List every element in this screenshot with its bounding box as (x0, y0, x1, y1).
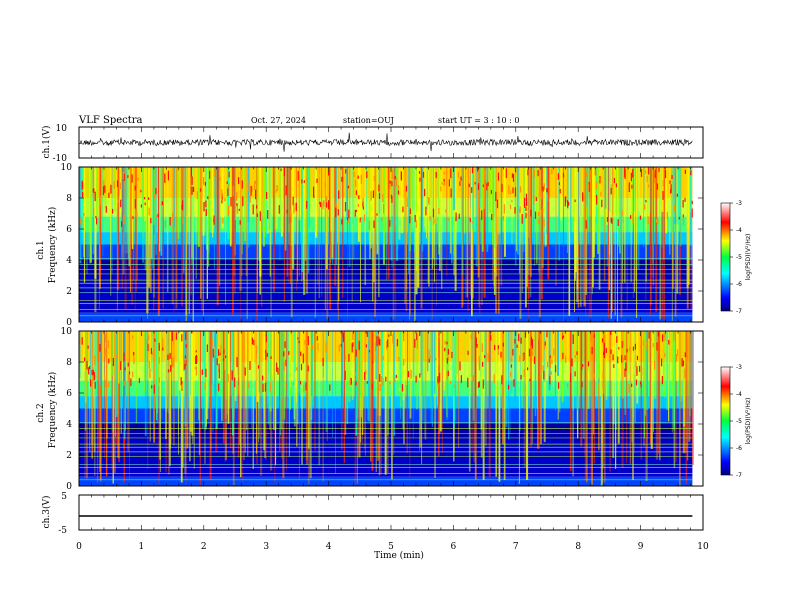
ch1-waveform-trace (78, 132, 693, 152)
x-tick-label: 0 (76, 542, 82, 552)
ch1-colorbar: -3 -4 -5 -6 -7 log(PSD)(V²/Hz) (720, 200, 752, 315)
freq-tick-label: 8 (66, 194, 72, 204)
x-tick-label: 3 (263, 542, 269, 552)
colorbar-tick-label: -5 (736, 418, 742, 425)
ch3-ytick-bottom: -5 (58, 526, 67, 536)
ch2-spectrogram-panel: ch.2 Frequency (kHz) 0 2 4 6 8 10 (36, 327, 704, 492)
colorbar-tick-label: -6 (736, 445, 742, 452)
freq-tick-label: 6 (66, 225, 72, 235)
x-tick-label: 7 (513, 542, 519, 552)
colorbar-tick-label: -6 (736, 281, 742, 288)
ch2-spec-ylabel-frequency: Frequency (kHz) (47, 372, 58, 449)
colorbar-tick-label: -4 (736, 227, 742, 234)
colorbar-tick-label: -7 (736, 308, 742, 315)
colorbar-tick-label: -3 (736, 200, 742, 207)
ch2-spec-yticks: 0 2 4 6 8 10 (61, 327, 703, 492)
ch1-ytick-bottom: -10 (53, 154, 68, 164)
ch1-colorbar-label: log(PSD)(V²/Hz) (745, 234, 752, 281)
station-label: station=OUJ (343, 116, 394, 125)
x-tick-label: 10 (697, 542, 709, 552)
ch1-ytick-top: 10 (56, 124, 68, 134)
ch1-spec-ylabel-channel: ch.1 (36, 240, 46, 259)
x-tick-label: 4 (326, 542, 332, 552)
x-axis-tick-labels: 0 1 2 3 4 5 6 7 8 9 10 (76, 542, 709, 552)
ch2-spectrogram-image (79, 331, 694, 486)
x-tick-label: 9 (638, 542, 644, 552)
ch1-spec-yticks: 0 2 4 6 8 10 (61, 163, 703, 328)
ch2-spec-ylabel-channel: ch.2 (36, 403, 46, 422)
x-tick-label: 8 (575, 542, 581, 552)
x-tick-label: 6 (451, 542, 457, 552)
freq-tick-label: 4 (66, 256, 72, 266)
freq-tick-label: 10 (61, 163, 73, 173)
freq-tick-label: 2 (66, 451, 72, 461)
ch2-colorbar-label: log(PSD)(V²/Hz) (745, 398, 752, 445)
ch1-waveform-ylabel: ch.1(V) (41, 126, 52, 159)
freq-tick-label: 4 (66, 420, 72, 430)
ch2-colorbar: -3 -4 -5 -6 -7 log(PSD)(V²/Hz) (720, 364, 752, 479)
freq-tick-label: 0 (66, 318, 72, 328)
ch1-spectrogram-panel: ch.1 Frequency (kHz) 0 2 4 6 8 10 (36, 163, 704, 328)
colorbar-tick-label: -5 (736, 254, 742, 261)
x-tick-label: 2 (201, 542, 207, 552)
start-time-label: start UT = 3 : 10 : 0 (438, 116, 519, 125)
ch3-ytick-top: 5 (61, 492, 67, 502)
freq-tick-label: 0 (66, 482, 72, 492)
freq-tick-label: 8 (66, 358, 72, 368)
x-tick-label: 5 (388, 542, 394, 552)
ch1-spectrogram-image (79, 167, 693, 322)
date-label: Oct. 27, 2024 (251, 116, 306, 125)
ch1-waveform-panel: 10 -10 ch.1(V) (41, 124, 704, 164)
x-axis-label: Time (min) (374, 550, 424, 561)
figure-title: VLF Spectra (78, 115, 143, 126)
colorbar-tick-label: -3 (736, 364, 742, 371)
ch3-waveform-ylabel: ch.3(V) (41, 496, 52, 529)
freq-tick-label: 10 (61, 327, 73, 337)
ch3-waveform-panel: 5 -5 ch.3(V) (41, 492, 704, 536)
colorbar-tick-label: -4 (736, 391, 742, 398)
ch1-spec-ylabel-frequency: Frequency (kHz) (47, 207, 58, 284)
freq-tick-label: 6 (66, 389, 72, 399)
colorbar-tick-label: -7 (736, 472, 742, 479)
freq-tick-label: 2 (66, 287, 72, 297)
x-axis-ticks (78, 127, 704, 530)
x-tick-label: 1 (139, 542, 145, 552)
